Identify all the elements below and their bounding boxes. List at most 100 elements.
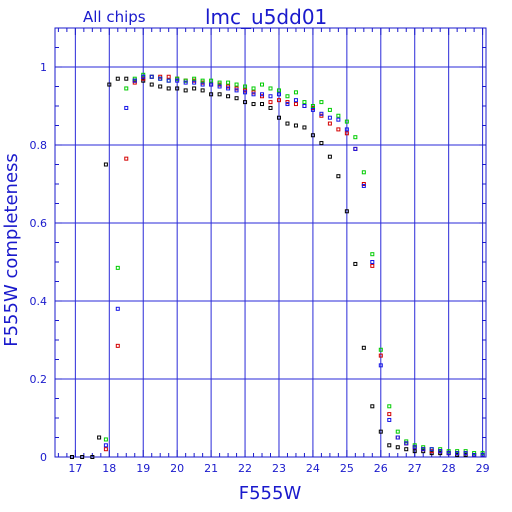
data-point <box>404 441 409 446</box>
data-point <box>200 88 205 93</box>
y-axis-label: F555W completeness <box>1 153 22 347</box>
data-point <box>319 111 324 116</box>
data-point <box>480 453 485 458</box>
data-point <box>421 447 426 452</box>
data-point <box>166 78 171 83</box>
data-point <box>209 78 214 83</box>
data-point <box>103 447 108 452</box>
data-point <box>387 417 392 422</box>
data-point <box>472 453 477 458</box>
data-point <box>243 90 248 95</box>
data-point <box>285 102 290 107</box>
data-point <box>217 92 222 97</box>
data-point <box>166 74 171 79</box>
data-point <box>192 86 197 91</box>
data-point <box>276 92 281 97</box>
data-point <box>404 447 409 452</box>
data-point <box>192 80 197 85</box>
data-point <box>327 121 332 126</box>
data-point <box>69 455 74 459</box>
data-point <box>276 98 281 103</box>
data-point <box>387 404 392 409</box>
data-point <box>268 86 273 91</box>
data-point <box>175 86 180 91</box>
data-point <box>251 92 256 97</box>
data-point <box>336 174 341 179</box>
data-point <box>378 353 383 358</box>
data-point <box>97 435 102 440</box>
chart-title: lmc_u5dd01 <box>205 5 327 29</box>
x-tick-label: 18 <box>102 462 116 475</box>
x-tick-label: 25 <box>340 462 354 475</box>
x-tick-label: 22 <box>238 462 252 475</box>
data-point <box>412 449 417 454</box>
data-point <box>251 86 256 91</box>
grid <box>55 28 486 458</box>
data-point <box>226 94 231 99</box>
data-point <box>370 252 375 257</box>
data-point <box>107 82 112 87</box>
data-point <box>344 209 349 214</box>
data-point <box>353 135 358 140</box>
data-point <box>387 443 392 448</box>
data-point <box>429 447 434 452</box>
data-point <box>293 90 298 95</box>
data-point <box>124 76 129 81</box>
data-point <box>395 429 400 434</box>
data-point <box>319 141 324 146</box>
data-point <box>183 80 188 85</box>
data-point <box>149 74 154 79</box>
y-tick-label: 0.2 <box>30 373 48 386</box>
x-axis-label: F555W <box>239 483 302 504</box>
data-point <box>103 437 108 442</box>
x-tick-label: 27 <box>408 462 422 475</box>
data-point <box>310 104 315 108</box>
y-tick-label: 1 <box>40 61 47 74</box>
data-point <box>141 74 146 79</box>
data-point <box>412 445 417 450</box>
data-point <box>370 260 375 264</box>
x-tick-label: 19 <box>136 462 150 475</box>
data-point <box>310 107 315 112</box>
data-point <box>336 127 341 132</box>
data-point <box>115 343 120 348</box>
x-tick-label: 17 <box>68 462 82 475</box>
data-point <box>302 104 307 108</box>
y-tick-label: 0 <box>40 451 47 464</box>
data-point <box>276 88 281 93</box>
x-tick-label: 21 <box>204 462 218 475</box>
x-tick-label: 28 <box>442 462 456 475</box>
data-point <box>268 94 273 99</box>
data-point <box>124 86 129 91</box>
data-point <box>285 94 290 99</box>
data-point <box>209 82 214 87</box>
subset-label: All chips <box>83 8 146 26</box>
x-tick-label: 29 <box>476 462 490 475</box>
y-tick-label: 0.4 <box>30 295 48 308</box>
data-point <box>378 347 383 352</box>
data-point <box>260 102 265 107</box>
data-point <box>336 117 341 122</box>
data-point <box>200 82 205 87</box>
data-point <box>293 102 298 107</box>
data-point <box>260 92 265 97</box>
data-point <box>226 80 231 85</box>
data-point <box>175 78 180 83</box>
data-point <box>234 82 239 87</box>
data-point <box>353 261 358 266</box>
data-point <box>276 115 281 120</box>
data-point <box>268 100 273 105</box>
data-point <box>80 455 85 459</box>
data-point <box>344 131 349 136</box>
data-point <box>268 105 273 110</box>
data-point <box>243 84 248 89</box>
data-point <box>302 100 307 105</box>
data-point <box>344 119 349 124</box>
data-point <box>103 162 108 167</box>
data-point <box>234 96 239 101</box>
data-point <box>293 123 298 128</box>
data-point <box>438 449 443 454</box>
data-point <box>226 86 231 91</box>
data-point <box>115 306 120 311</box>
